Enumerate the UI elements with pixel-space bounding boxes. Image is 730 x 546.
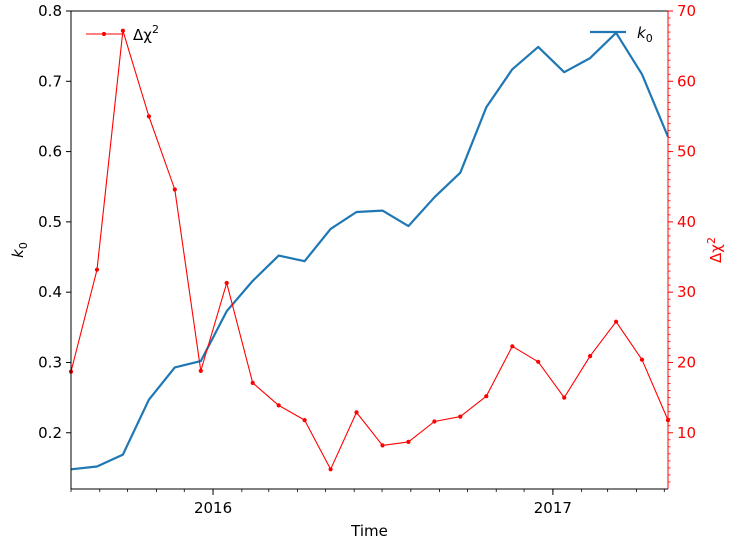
- delta-chi2-point: [588, 354, 593, 359]
- delta-chi2-point: [614, 319, 619, 324]
- delta-chi2-point: [250, 380, 255, 385]
- right-axis-title: Δχ2: [705, 237, 725, 263]
- left-y-axis: 0.2 0.3 0.4 0.5 0.6 0.7 0.8 k0: [9, 2, 71, 442]
- delta-chi2-point: [120, 28, 125, 33]
- x-axis-title: Time: [350, 522, 388, 540]
- delta-chi2-point: [172, 187, 177, 192]
- left-tick-label: 0.4: [38, 283, 62, 301]
- delta-chi2-point: [536, 359, 541, 364]
- right-y-axis: 10 20 30 40 50 60 70 Δχ2: [668, 2, 725, 483]
- right-tick-label: 10: [677, 424, 696, 442]
- right-tick-label: 30: [677, 283, 696, 301]
- legend-delta-chi2-label: Δχ2: [133, 23, 159, 44]
- left-tick-label: 0.2: [38, 424, 62, 442]
- delta-chi2-point: [406, 439, 411, 444]
- left-tick-label: 0.5: [38, 213, 62, 231]
- delta-chi2-point: [94, 267, 100, 272]
- left-tick-label: 0.7: [38, 72, 62, 90]
- right-tick-label: 40: [677, 213, 696, 231]
- delta-chi2-point: [380, 443, 385, 448]
- x-tick-label: 2016: [194, 499, 232, 517]
- delta-chi2-point: [146, 114, 151, 119]
- x-axis: 2016 2017 Time: [70, 489, 665, 540]
- legend-k0-label: k0: [637, 24, 653, 45]
- left-tick-label: 0.8: [38, 2, 62, 20]
- delta-chi2-point: [458, 414, 463, 419]
- delta-chi2-point: [639, 357, 645, 362]
- delta-chi2-point: [432, 419, 437, 424]
- delta-chi2-line: [70, 30, 669, 470]
- delta-chi2-series: [68, 28, 671, 472]
- right-tick-label: 50: [677, 143, 696, 161]
- left-tick-label: 0.6: [38, 143, 62, 161]
- k0-series: [70, 31, 670, 471]
- plot-frame: [70, 10, 669, 490]
- k0-line: [70, 31, 670, 471]
- delta-chi2-point: [276, 403, 281, 408]
- left-axis-title: k0: [9, 242, 30, 258]
- delta-chi2-point: [562, 395, 567, 400]
- legend-k0: k0: [590, 24, 653, 45]
- legend-delta-chi2-marker: [101, 31, 107, 37]
- delta-chi2-point: [510, 344, 515, 349]
- delta-chi2-point: [198, 368, 203, 373]
- left-tick-label: 0.3: [38, 353, 62, 371]
- right-tick-label: 60: [677, 72, 696, 90]
- right-tick-label: 70: [677, 2, 696, 20]
- x-tick-label: 2017: [534, 499, 572, 517]
- delta-chi2-point: [484, 394, 489, 399]
- delta-chi2-point: [224, 280, 229, 286]
- legend-delta-chi2: Δχ2: [86, 23, 159, 44]
- right-tick-label: 20: [677, 353, 696, 371]
- delta-chi2-point: [328, 467, 333, 472]
- delta-chi2-point: [354, 410, 359, 415]
- delta-chi2-point: [302, 418, 307, 423]
